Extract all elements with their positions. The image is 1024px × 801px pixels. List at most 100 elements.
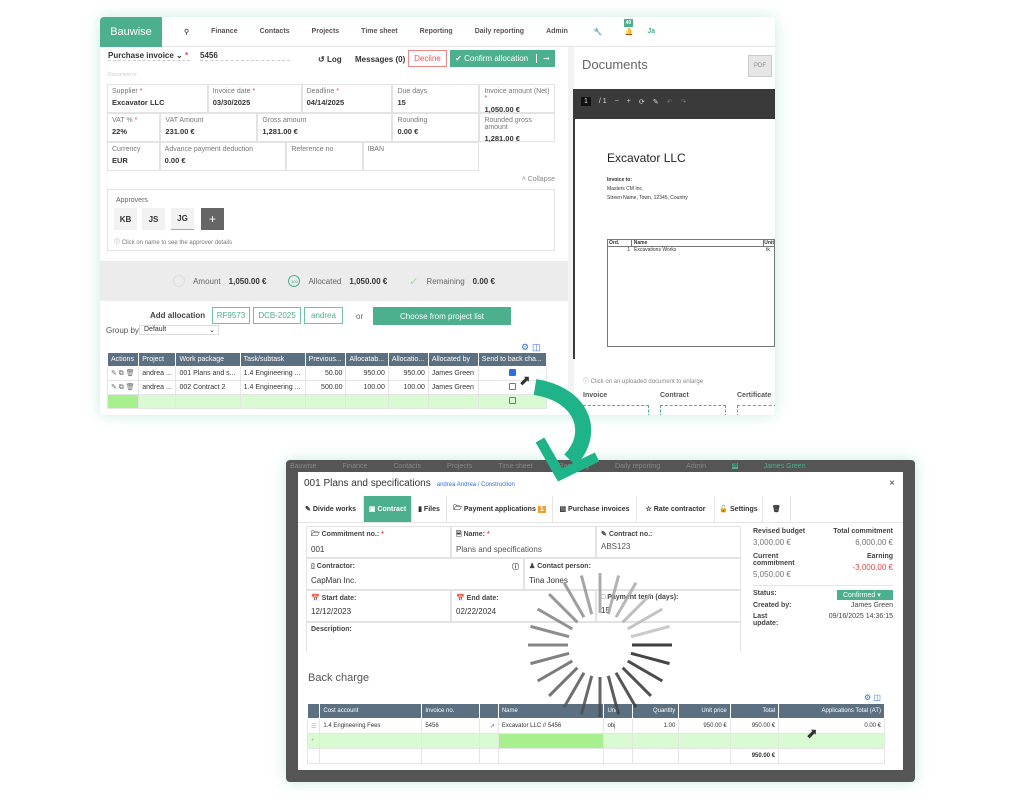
search-icon[interactable]: ⚲ [184, 28, 190, 36]
bc-column-header[interactable]: Applications Total (AT) [778, 703, 885, 719]
tab-contract[interactable]: ▣ Contract [364, 496, 412, 522]
column-header[interactable]: Allocated by [427, 352, 479, 367]
row-actions[interactable]: ✎ ⧉ 🗑 [106, 366, 140, 381]
back-charge-checkbox[interactable] [508, 369, 516, 376]
collapse-button[interactable]: ˄ Collapse [505, 176, 555, 183]
column-header[interactable]: Project [138, 352, 177, 367]
approver-jg[interactable]: JG [171, 208, 194, 230]
field-deadline[interactable]: Deadline * 04/14/2025 [301, 84, 393, 113]
settings-gear-icon[interactable]: ⚙ [521, 342, 530, 352]
zoom-in-icon[interactable]: + [626, 98, 631, 105]
field-rounding[interactable]: Rounding 0.00 € [392, 113, 480, 142]
column-header[interactable]: Allocatio... [387, 352, 429, 367]
bc-column-header[interactable] [478, 703, 499, 719]
invoice-number-input[interactable]: 5456 [200, 51, 290, 61]
payment-term-field[interactable]: □ Payment term (days): 15 [596, 590, 741, 622]
tab-purchase-invoices[interactable]: ▧ Purchase invoices [553, 496, 637, 522]
field-gross-amount[interactable]: Gross amount 1,281.00 € [257, 113, 393, 142]
tab-payment-applications[interactable]: 🗁 Payment applications 1 [447, 496, 553, 522]
rotate-icon[interactable]: ⟳ [638, 98, 645, 106]
commitment-field[interactable]: 🗁 Commitment no.: * 001 [306, 526, 451, 558]
field-currency[interactable]: Currency EUR [107, 142, 160, 171]
log-button[interactable]: ↺ Log [318, 55, 342, 64]
start-date-field[interactable]: 📅 Start date: 12/12/2023 [306, 590, 451, 622]
back-charge-checkbox[interactable] [508, 383, 516, 390]
invoice-type-select[interactable]: Purchase invoice ⌄ * [108, 51, 190, 61]
back-charge-checkbox[interactable] [508, 397, 516, 404]
tab-divide-works[interactable]: ✎ Divide works [298, 496, 364, 522]
confirm-allocation-button[interactable]: ✔ Confirm allocation ➞ [450, 50, 555, 67]
messages-button[interactable]: Messages (0) [355, 55, 406, 64]
new-allocation-row[interactable] [106, 394, 548, 409]
delete-icon[interactable]: 🗑 [763, 496, 791, 522]
add-row[interactable]: + [306, 733, 885, 749]
back-charge-row[interactable]: ☰ 1.4 Engineering Fees 5456 ↗ Excavator LLC … [306, 718, 885, 734]
tab-rate-contractor[interactable]: ☆ Rate contractor [637, 496, 715, 522]
approver-kb[interactable]: KB [114, 208, 137, 230]
open-link-icon[interactable]: ↗ [478, 718, 499, 734]
nav-timesheet[interactable]: Time sheet [361, 28, 398, 35]
modal-breadcrumb[interactable]: andrea Andrea / Construction [436, 482, 515, 488]
pdf-page[interactable]: Excavator LLC Invoice to: Masters CM Inc… [575, 119, 775, 359]
brand-logo[interactable]: Bauwise [100, 17, 162, 47]
columns-icon[interactable]: ◫ [532, 342, 541, 352]
column-header[interactable]: Previous... [304, 352, 347, 367]
end-date-field[interactable]: 📅 End date: 02/22/2024 [451, 590, 596, 622]
chip-andrea[interactable]: andrea [304, 307, 343, 324]
column-header[interactable]: Work package [175, 352, 241, 367]
tab-settings[interactable]: 🔓 Settings [715, 496, 763, 522]
column-header[interactable]: Actions [106, 352, 140, 367]
panel-splitter[interactable] [568, 47, 574, 415]
field-invoice-amount-net-[interactable]: Invoice amount (Net) * 1,050.00 € [479, 84, 555, 114]
field-reference-no[interactable]: Reference no [286, 142, 363, 171]
user-menu[interactable]: Ja [647, 28, 656, 35]
notification-bell-icon[interactable]: 🔔 40 [623, 18, 634, 36]
wrench-icon[interactable]: 🔧 [593, 28, 603, 36]
certificate-dropzone[interactable] [737, 405, 775, 415]
description-field[interactable]: Description: [306, 622, 741, 652]
field-due-days[interactable]: Due days 15 [392, 84, 480, 113]
close-icon[interactable]: × [889, 478, 895, 489]
field-supplier[interactable]: Supplier * Excavator LLC [107, 84, 208, 113]
field-vat-amount[interactable]: VAT Amount 231.00 € [160, 113, 258, 142]
bc-settings-icon[interactable]: ⚙ ◫ [864, 693, 881, 702]
choose-from-project-list-button[interactable]: Choose from project list [373, 307, 511, 325]
redo-icon[interactable]: ↷ [680, 98, 687, 106]
field-vat-[interactable]: VAT % * 22% [107, 113, 161, 142]
nav-contacts[interactable]: Contacts [259, 28, 290, 35]
decline-button[interactable]: Decline [408, 50, 447, 67]
group-by-select[interactable]: Default ⌄ [139, 325, 219, 335]
bc-column-header[interactable]: Unit [603, 703, 633, 719]
add-approver-button[interactable]: + [201, 208, 224, 230]
chip-dcb-2025[interactable]: DCB-2025 [253, 307, 301, 324]
column-header[interactable]: Task/subtask [239, 352, 306, 367]
contract-no-field[interactable]: ✎ Contract no.: ABS123 [596, 526, 741, 558]
field-rounded-gross-amount[interactable]: Rounded gross amount 1,281.00 € [479, 113, 555, 143]
tab-files[interactable]: ▮ Files [412, 496, 447, 522]
bc-column-header[interactable]: Quantity [631, 703, 680, 719]
bc-column-header[interactable]: Total [729, 703, 780, 719]
nav-finance[interactable]: Finance [211, 28, 238, 35]
zoom-out-icon[interactable]: − [614, 98, 619, 105]
annotate-icon[interactable]: ✎ [652, 98, 659, 106]
table-row[interactable]: ✎ ⧉ 🗑 andrea ... 001 Plans and s... 1.4 Eng… [106, 366, 548, 381]
pdf-button[interactable]: PDF [748, 55, 772, 77]
approver-js[interactable]: JS [142, 208, 165, 230]
bc-column-header[interactable]: Invoice no. [421, 703, 480, 719]
name-field[interactable]: 🗎 Name: * Plans and specifications [451, 526, 596, 558]
table-row[interactable]: ✎ ⧉ 🗑 andrea ... 002 Contract 2 1.4 Enginee… [106, 380, 548, 395]
bc-column-header[interactable]: Unit price [678, 703, 731, 719]
status-dropdown[interactable]: Confirmed ▾ [837, 590, 893, 600]
row-actions[interactable]: ✎ ⧉ 🗑 [106, 380, 140, 395]
nav-daily-reporting[interactable]: Daily reporting [474, 28, 525, 35]
undo-icon[interactable]: ↶ [666, 98, 673, 106]
nav-projects[interactable]: Projects [311, 28, 340, 35]
nav-admin[interactable]: Admin [546, 28, 568, 35]
column-header[interactable]: Allocatab... [345, 352, 389, 367]
nav-reporting[interactable]: Reporting [419, 28, 453, 35]
field-iban[interactable]: IBAN [362, 142, 480, 171]
contract-dropzone[interactable] [660, 405, 726, 415]
bc-column-header[interactable]: Cost account [319, 703, 423, 719]
chip-rf9573[interactable]: RF9573 [212, 307, 250, 324]
contractor-select[interactable]: ▯ Contractor: ⓘ CapMan Inc. [306, 558, 524, 590]
